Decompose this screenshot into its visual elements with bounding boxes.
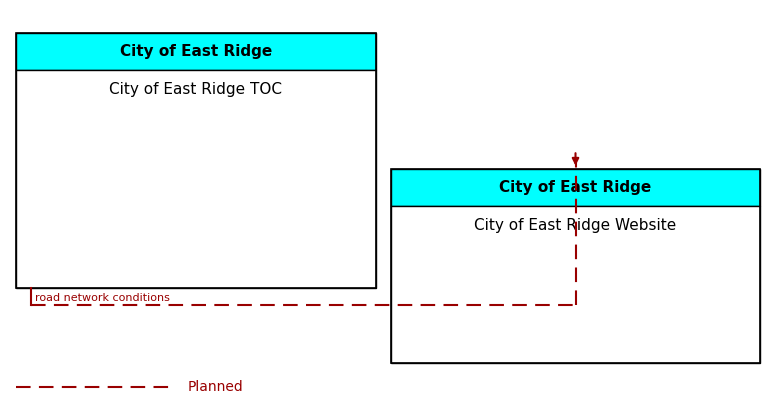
Text: City of East Ridge TOC: City of East Ridge TOC [110, 82, 282, 97]
Bar [392, 169, 760, 363]
Text: City of East Ridge Website: City of East Ridge Website [474, 218, 677, 233]
Bar [16, 33, 376, 288]
Text: Planned: Planned [188, 380, 244, 394]
Bar [16, 33, 376, 70]
Text: road network conditions: road network conditions [35, 293, 170, 303]
Text: City of East Ridge: City of East Ridge [500, 180, 651, 195]
Bar [392, 169, 760, 206]
Bar [392, 206, 760, 363]
Text: City of East Ridge: City of East Ridge [120, 44, 272, 59]
Bar [16, 70, 376, 288]
